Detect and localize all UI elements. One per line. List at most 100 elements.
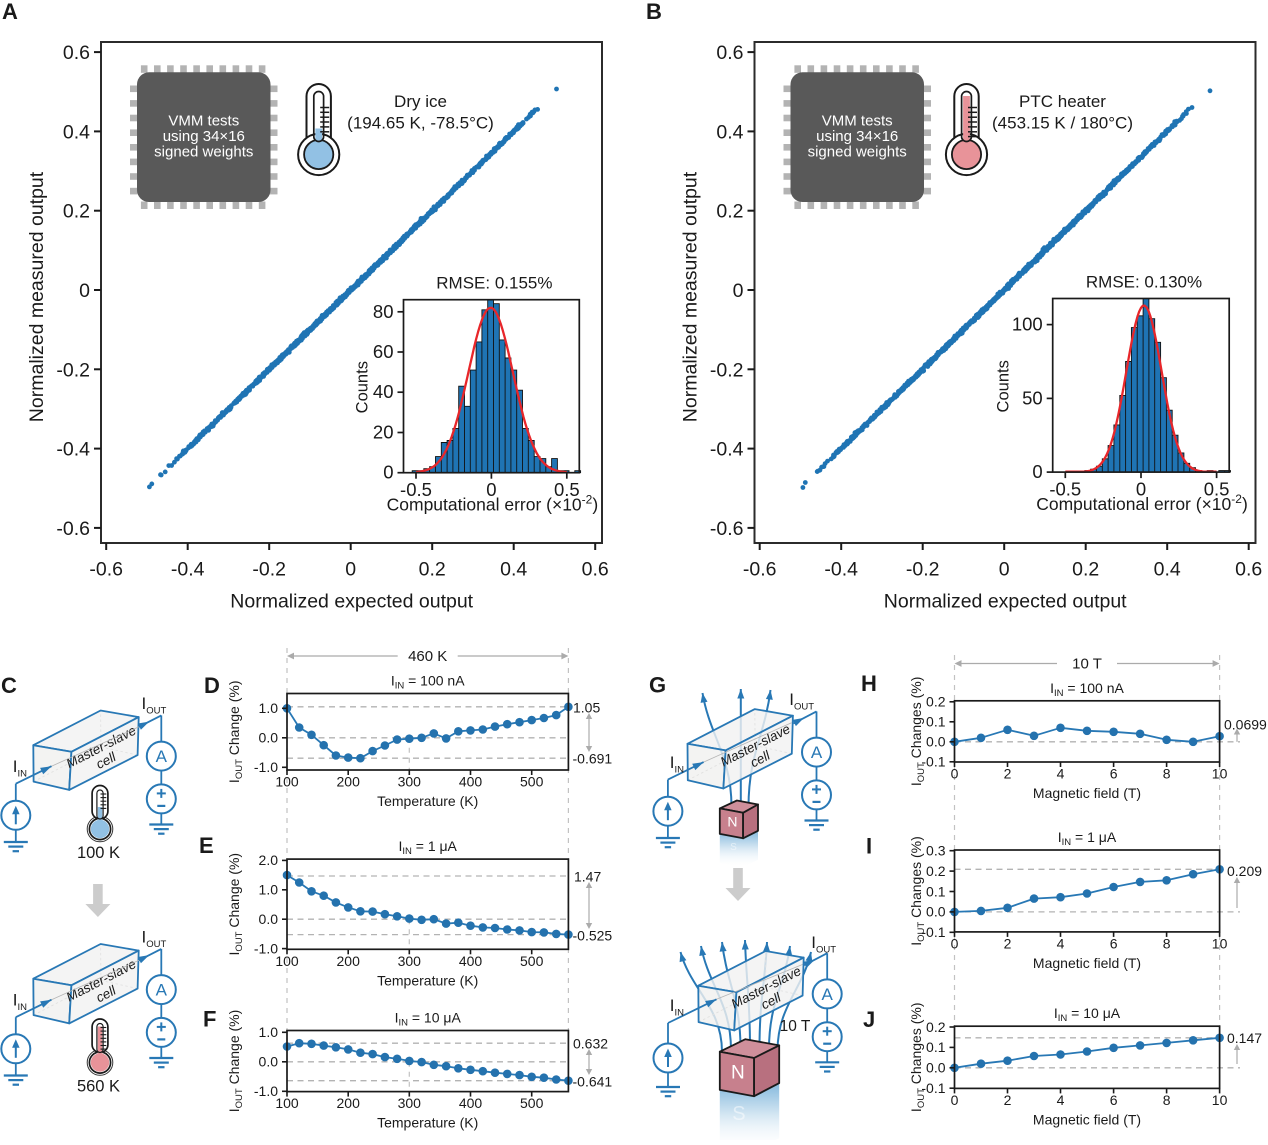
svg-text:-0.691: -0.691 — [573, 751, 613, 767]
svg-text:0.0: 0.0 — [259, 911, 279, 927]
svg-text:0.1: 0.1 — [926, 883, 946, 899]
svg-text:IIN = 1 μA: IIN = 1 μA — [398, 838, 457, 857]
svg-text:IIN = 100 nA: IIN = 100 nA — [391, 673, 465, 692]
svg-text:0.2: 0.2 — [926, 694, 946, 710]
svg-text:100: 100 — [275, 774, 299, 790]
svg-text:2: 2 — [1004, 1092, 1012, 1108]
svg-text:signed weights: signed weights — [808, 144, 907, 161]
svg-text:-0.525: -0.525 — [573, 928, 613, 944]
svg-text:N: N — [727, 813, 737, 829]
svg-text:A: A — [156, 981, 168, 1000]
svg-text:8: 8 — [1163, 935, 1171, 951]
svg-text:0.5: 0.5 — [1204, 479, 1230, 500]
svg-text:100: 100 — [275, 1095, 299, 1111]
svg-text:60: 60 — [373, 341, 394, 362]
svg-text:A: A — [811, 743, 823, 762]
svg-text:6: 6 — [1110, 766, 1118, 782]
svg-text:0.5: 0.5 — [554, 479, 580, 500]
svg-text:0: 0 — [951, 935, 959, 951]
svg-text:-0.1: -0.1 — [921, 1080, 945, 1096]
svg-text:A: A — [156, 747, 168, 766]
svg-text:8: 8 — [1163, 1092, 1171, 1108]
svg-text:0.4: 0.4 — [63, 121, 90, 143]
svg-text:400: 400 — [459, 774, 483, 790]
svg-text:using 34×16: using 34×16 — [816, 128, 898, 145]
svg-text:Temperature (K): Temperature (K) — [377, 793, 478, 809]
svg-text:IOUT Change (%): IOUT Change (%) — [226, 681, 245, 784]
svg-text:-1.0: -1.0 — [254, 1083, 278, 1099]
svg-text:IOUT Changes (%): IOUT Changes (%) — [908, 836, 927, 946]
svg-text:Normalized measured output: Normalized measured output — [680, 171, 702, 422]
svg-text:400: 400 — [459, 1095, 483, 1111]
svg-text:F: F — [203, 1007, 216, 1032]
svg-text:0.2: 0.2 — [1072, 559, 1099, 581]
svg-text:1.0: 1.0 — [259, 700, 279, 716]
svg-text:500: 500 — [520, 774, 544, 790]
svg-text:500: 500 — [520, 953, 544, 969]
svg-text:0: 0 — [733, 280, 744, 302]
svg-text:1.47: 1.47 — [574, 869, 601, 885]
svg-text:0.0: 0.0 — [926, 734, 946, 750]
svg-text:IIN = 10 μA: IIN = 10 μA — [1054, 1005, 1121, 1024]
svg-text:0.0699: 0.0699 — [1224, 717, 1267, 733]
svg-text:100: 100 — [1012, 314, 1043, 335]
svg-text:0.1: 0.1 — [926, 714, 946, 730]
svg-text:-0.1: -0.1 — [921, 924, 945, 940]
svg-text:Magnetic field (T): Magnetic field (T) — [1033, 785, 1141, 801]
svg-text:0.0: 0.0 — [259, 1054, 279, 1070]
svg-text:D: D — [204, 673, 220, 698]
svg-text:0.2: 0.2 — [926, 863, 946, 879]
svg-text:B: B — [646, 0, 662, 24]
svg-text:0.3: 0.3 — [926, 843, 946, 859]
svg-text:10: 10 — [1212, 935, 1228, 951]
svg-text:200: 200 — [337, 1095, 361, 1111]
svg-text:-0.4: -0.4 — [171, 559, 205, 581]
svg-text:S: S — [732, 1103, 745, 1125]
svg-text:0.2: 0.2 — [419, 559, 446, 581]
svg-text:0.147: 0.147 — [1227, 1030, 1262, 1046]
svg-text:Computational error (×10-2): Computational error (×10-2) — [1036, 492, 1248, 514]
svg-text:0.2: 0.2 — [926, 1019, 946, 1035]
svg-text:0: 0 — [951, 1092, 959, 1108]
svg-text:-0.4: -0.4 — [824, 559, 858, 581]
svg-text:0.6: 0.6 — [582, 559, 609, 581]
svg-text:4: 4 — [1057, 766, 1065, 782]
svg-text:Counts: Counts — [995, 360, 1013, 412]
svg-text:0.0: 0.0 — [926, 904, 946, 920]
svg-text:10: 10 — [1212, 766, 1228, 782]
svg-text:IOUT Changes (%): IOUT Changes (%) — [908, 677, 927, 787]
svg-text:300: 300 — [398, 1095, 422, 1111]
svg-text:6: 6 — [1110, 935, 1118, 951]
svg-text:G: G — [649, 673, 666, 698]
svg-text:(453.15 K / 180°C): (453.15 K / 180°C) — [992, 114, 1133, 133]
svg-text:460 K: 460 K — [408, 648, 447, 665]
svg-text:1.05: 1.05 — [573, 700, 600, 716]
svg-text:IOUT Changes (%): IOUT Changes (%) — [908, 1003, 927, 1113]
svg-text:-0.5: -0.5 — [1049, 479, 1081, 500]
svg-text:0.2: 0.2 — [716, 201, 743, 223]
svg-text:200: 200 — [337, 953, 361, 969]
svg-text:-0.6: -0.6 — [743, 559, 777, 581]
svg-text:IIN = 10 μA: IIN = 10 μA — [395, 1010, 462, 1029]
svg-text:0: 0 — [486, 479, 496, 500]
svg-text:300: 300 — [398, 953, 422, 969]
svg-text:Counts: Counts — [354, 361, 372, 413]
svg-text:signed weights: signed weights — [154, 144, 253, 161]
svg-text:Temperature (K): Temperature (K) — [377, 972, 478, 988]
svg-text:100: 100 — [275, 953, 299, 969]
svg-text:0: 0 — [345, 559, 356, 581]
svg-text:(194.65 K, -78.5°C): (194.65 K, -78.5°C) — [347, 114, 494, 133]
svg-text:-0.2: -0.2 — [56, 359, 90, 381]
svg-text:6: 6 — [1110, 1092, 1118, 1108]
svg-text:0: 0 — [1032, 461, 1042, 482]
svg-text:10 T: 10 T — [1072, 656, 1102, 673]
svg-text:-0.5: -0.5 — [400, 479, 432, 500]
svg-text:VMM tests: VMM tests — [168, 113, 239, 130]
svg-text:-0.2: -0.2 — [252, 559, 286, 581]
svg-text:0.4: 0.4 — [1154, 559, 1181, 581]
svg-text:0.6: 0.6 — [716, 42, 743, 64]
svg-text:0.2: 0.2 — [63, 201, 90, 223]
svg-text:IIN = 100 nA: IIN = 100 nA — [1050, 680, 1124, 699]
svg-text:0.209: 0.209 — [1227, 863, 1262, 879]
svg-text:1.0: 1.0 — [259, 882, 279, 898]
